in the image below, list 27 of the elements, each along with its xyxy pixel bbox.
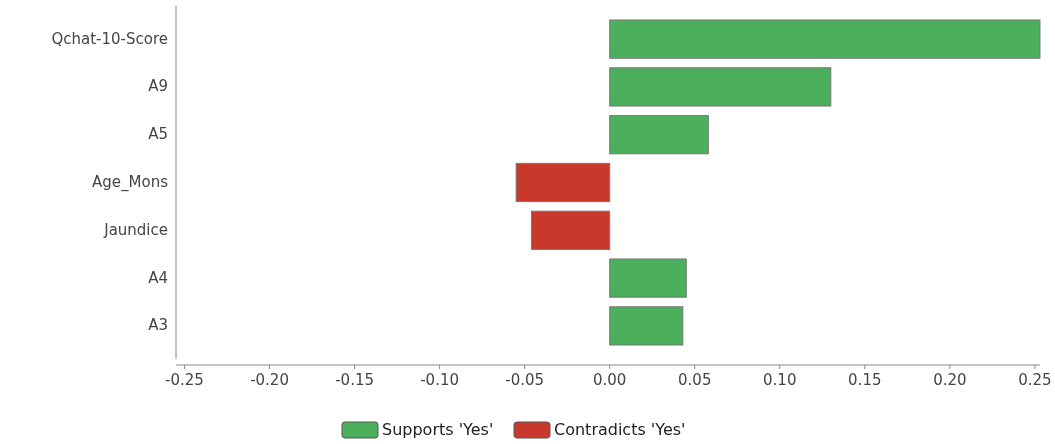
legend-label: Contradicts 'Yes'	[554, 420, 686, 439]
legend-label: Supports 'Yes'	[382, 420, 494, 439]
x-tick-label: -0.10	[420, 371, 460, 389]
bar	[609, 67, 832, 107]
x-tick-label: 0.05	[678, 371, 712, 389]
x-tick-label: -0.20	[250, 371, 289, 389]
bar	[609, 115, 709, 155]
x-tick-label: 0.25	[1018, 371, 1052, 389]
y-tick-label: Qchat-10-Score	[51, 29, 168, 48]
bar	[609, 258, 687, 298]
bar	[609, 19, 1041, 59]
y-tick-label: A4	[148, 268, 168, 287]
bar	[530, 210, 611, 250]
x-tick-label: -0.05	[505, 371, 545, 389]
y-tick-label: A5	[148, 125, 168, 144]
y-tick-label: A3	[148, 316, 168, 335]
x-tick-label: 0.10	[763, 371, 797, 389]
x-tick-label: -0.25	[165, 371, 204, 389]
y-tick-label: A9	[148, 77, 168, 96]
y-tick-label: Jaundice	[103, 220, 168, 239]
x-tick-label: 0.20	[933, 371, 967, 389]
x-tick-label: 0.15	[848, 371, 882, 389]
x-tick-label: -0.15	[335, 371, 374, 389]
x-tick-label: 0.00	[593, 371, 627, 389]
bar	[609, 306, 684, 346]
y-tick-label: Age_Mons	[92, 173, 169, 192]
bar	[515, 162, 611, 203]
